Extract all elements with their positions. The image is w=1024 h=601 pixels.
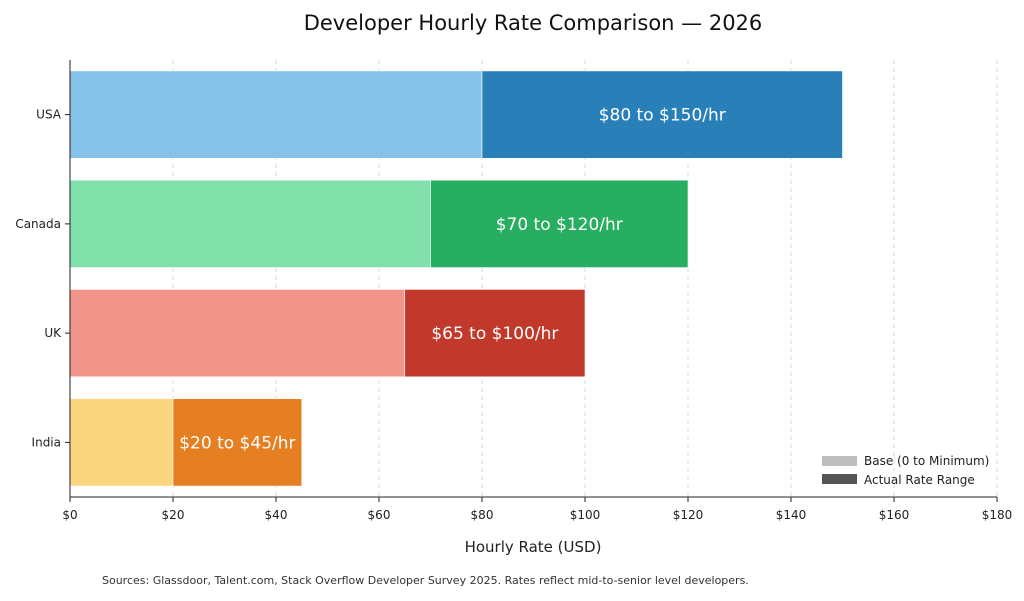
base-bar-canada [69,179,431,268]
legend-label-base: Base (0 to Minimum) [864,454,989,468]
range-bar-canada [430,179,689,268]
x-tick-label: $120 [673,508,704,522]
x-tick-label: $140 [776,508,807,522]
x-axis-label: Hourly Rate (USD) [465,538,602,556]
legend-swatch-range [822,474,857,484]
range-bar-usa [481,70,843,159]
base-bar-india [69,398,174,487]
x-tick-label: $40 [265,508,288,522]
y-tick-label-canada: Canada [15,217,61,231]
x-tick-label: $60 [368,508,391,522]
x-tick-label: $20 [162,508,185,522]
range-bar-india [172,398,303,487]
range-label-india: $20 to $45/hr [179,433,295,453]
legend: Base (0 to Minimum) Actual Rate Range [822,454,989,487]
bar-labels: $80 to $150/hr $70 to $120/hr $65 to $100/… [179,106,726,454]
range-bar-uk [404,289,586,378]
footnote: Sources: Glassdoor, Talent.com, Stack Ov… [102,574,749,587]
x-tick-label: $100 [570,508,601,522]
range-label-usa: $80 to $150/hr [599,106,726,126]
base-bar-usa [69,70,483,159]
x-tick-label: $80 [471,508,494,522]
legend-label-range: Actual Rate Range [864,473,975,487]
x-tick-label: $180 [982,508,1013,522]
y-tick-label-usa: USA [36,108,62,122]
range-label-canada: $70 to $120/hr [496,215,623,235]
x-tick-label: $0 [62,508,77,522]
bars [69,70,843,487]
y-tick-label-uk: UK [44,326,62,340]
y-tick-label-india: India [32,435,61,449]
base-bar-uk [69,289,406,378]
chart-title: Developer Hourly Rate Comparison — 2026 [304,11,763,35]
range-label-uk: $65 to $100/hr [431,324,558,344]
axis-ticks: $0 $20 $40 $60 $80 $100 $120 $140 $160 $180 USA Can… [15,108,1012,522]
x-tick-label: $160 [879,508,910,522]
legend-swatch-base [822,456,857,466]
